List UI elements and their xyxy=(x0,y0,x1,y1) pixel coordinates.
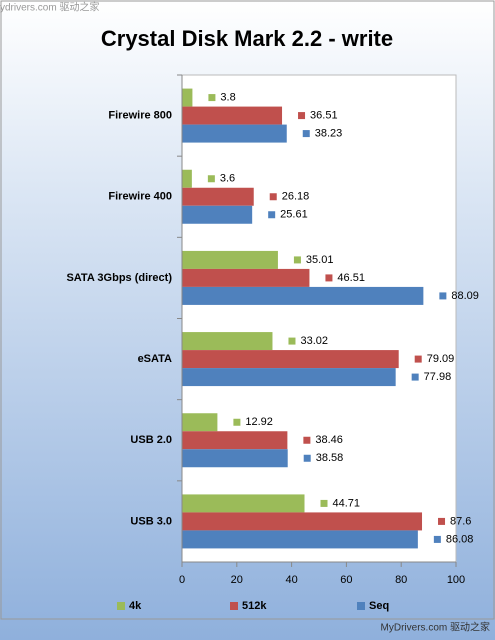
watermark: ydrivers.com 驱动之家 xyxy=(0,1,99,14)
bar xyxy=(182,494,305,513)
value-label: 38.58 xyxy=(316,452,344,464)
bar xyxy=(182,187,254,206)
label-marker xyxy=(303,454,311,462)
y-tick-label: eSATA xyxy=(138,353,172,365)
x-tick-label: 0 xyxy=(179,574,185,586)
bar xyxy=(182,530,418,549)
bar xyxy=(182,332,273,351)
label-marker xyxy=(293,256,301,264)
legend-label: 512k xyxy=(242,600,267,612)
label-marker xyxy=(233,418,241,426)
bar xyxy=(182,286,424,305)
value-label: 3.8 xyxy=(220,91,235,103)
watermark: MyDrivers.com 驱动之家 xyxy=(381,621,490,634)
value-label: 46.51 xyxy=(337,272,365,284)
bar xyxy=(182,106,283,125)
value-label: 33.02 xyxy=(300,335,328,347)
value-label: 77.98 xyxy=(424,371,452,383)
x-tick-label: 40 xyxy=(285,574,297,586)
label-marker xyxy=(269,193,277,201)
plot-area xyxy=(181,74,457,563)
legend-swatch xyxy=(117,602,125,610)
bar xyxy=(182,250,278,269)
value-label: 86.08 xyxy=(446,533,474,545)
value-label: 87.6 xyxy=(450,515,471,527)
bar xyxy=(182,512,423,531)
bar xyxy=(182,449,288,468)
y-tick-label: Firewire 400 xyxy=(108,191,172,203)
label-marker xyxy=(268,211,276,219)
label-marker xyxy=(433,535,441,543)
bar xyxy=(182,350,399,369)
label-marker xyxy=(207,175,215,183)
label-marker xyxy=(414,355,422,363)
value-label: 38.46 xyxy=(315,434,343,446)
label-marker xyxy=(325,274,333,282)
value-label: 79.09 xyxy=(427,353,455,365)
value-label: 38.23 xyxy=(315,127,343,139)
label-marker xyxy=(320,499,328,507)
bar xyxy=(182,169,192,188)
bar xyxy=(182,88,193,107)
value-label: 12.92 xyxy=(245,416,273,428)
bar xyxy=(182,431,288,450)
chart-border xyxy=(0,0,495,620)
chart-title: Crystal Disk Mark 2.2 - write xyxy=(101,26,393,51)
value-label: 25.61 xyxy=(280,209,308,221)
label-marker xyxy=(288,337,296,345)
label-marker xyxy=(302,130,310,138)
y-tick-label: USB 2.0 xyxy=(130,434,172,446)
bar xyxy=(182,124,287,143)
value-label: 88.09 xyxy=(451,290,479,302)
x-tick-label: 80 xyxy=(395,574,407,586)
legend-swatch xyxy=(230,602,238,610)
value-label: 26.18 xyxy=(282,191,310,203)
legend-label: Seq xyxy=(369,600,389,612)
bar xyxy=(182,413,218,432)
y-tick-label: Firewire 800 xyxy=(108,109,172,121)
value-label: 44.71 xyxy=(333,497,361,509)
bar xyxy=(182,205,253,224)
label-marker xyxy=(298,112,306,120)
label-marker xyxy=(438,517,446,525)
bar xyxy=(182,268,310,287)
x-tick-label: 20 xyxy=(231,574,243,586)
value-label: 36.51 xyxy=(310,109,338,121)
label-marker xyxy=(303,436,311,444)
x-tick-label: 60 xyxy=(340,574,352,586)
value-label: 3.6 xyxy=(220,173,235,185)
bar xyxy=(182,368,396,387)
y-tick-label: SATA 3Gbps (direct) xyxy=(66,272,172,284)
label-marker xyxy=(411,373,419,381)
value-label: 35.01 xyxy=(306,254,334,266)
x-tick-label: 100 xyxy=(447,574,465,586)
label-marker xyxy=(439,292,447,300)
legend-label: 4k xyxy=(129,600,142,612)
y-tick-label: USB 3.0 xyxy=(130,515,172,527)
label-marker xyxy=(208,94,216,102)
legend-swatch xyxy=(357,602,365,610)
